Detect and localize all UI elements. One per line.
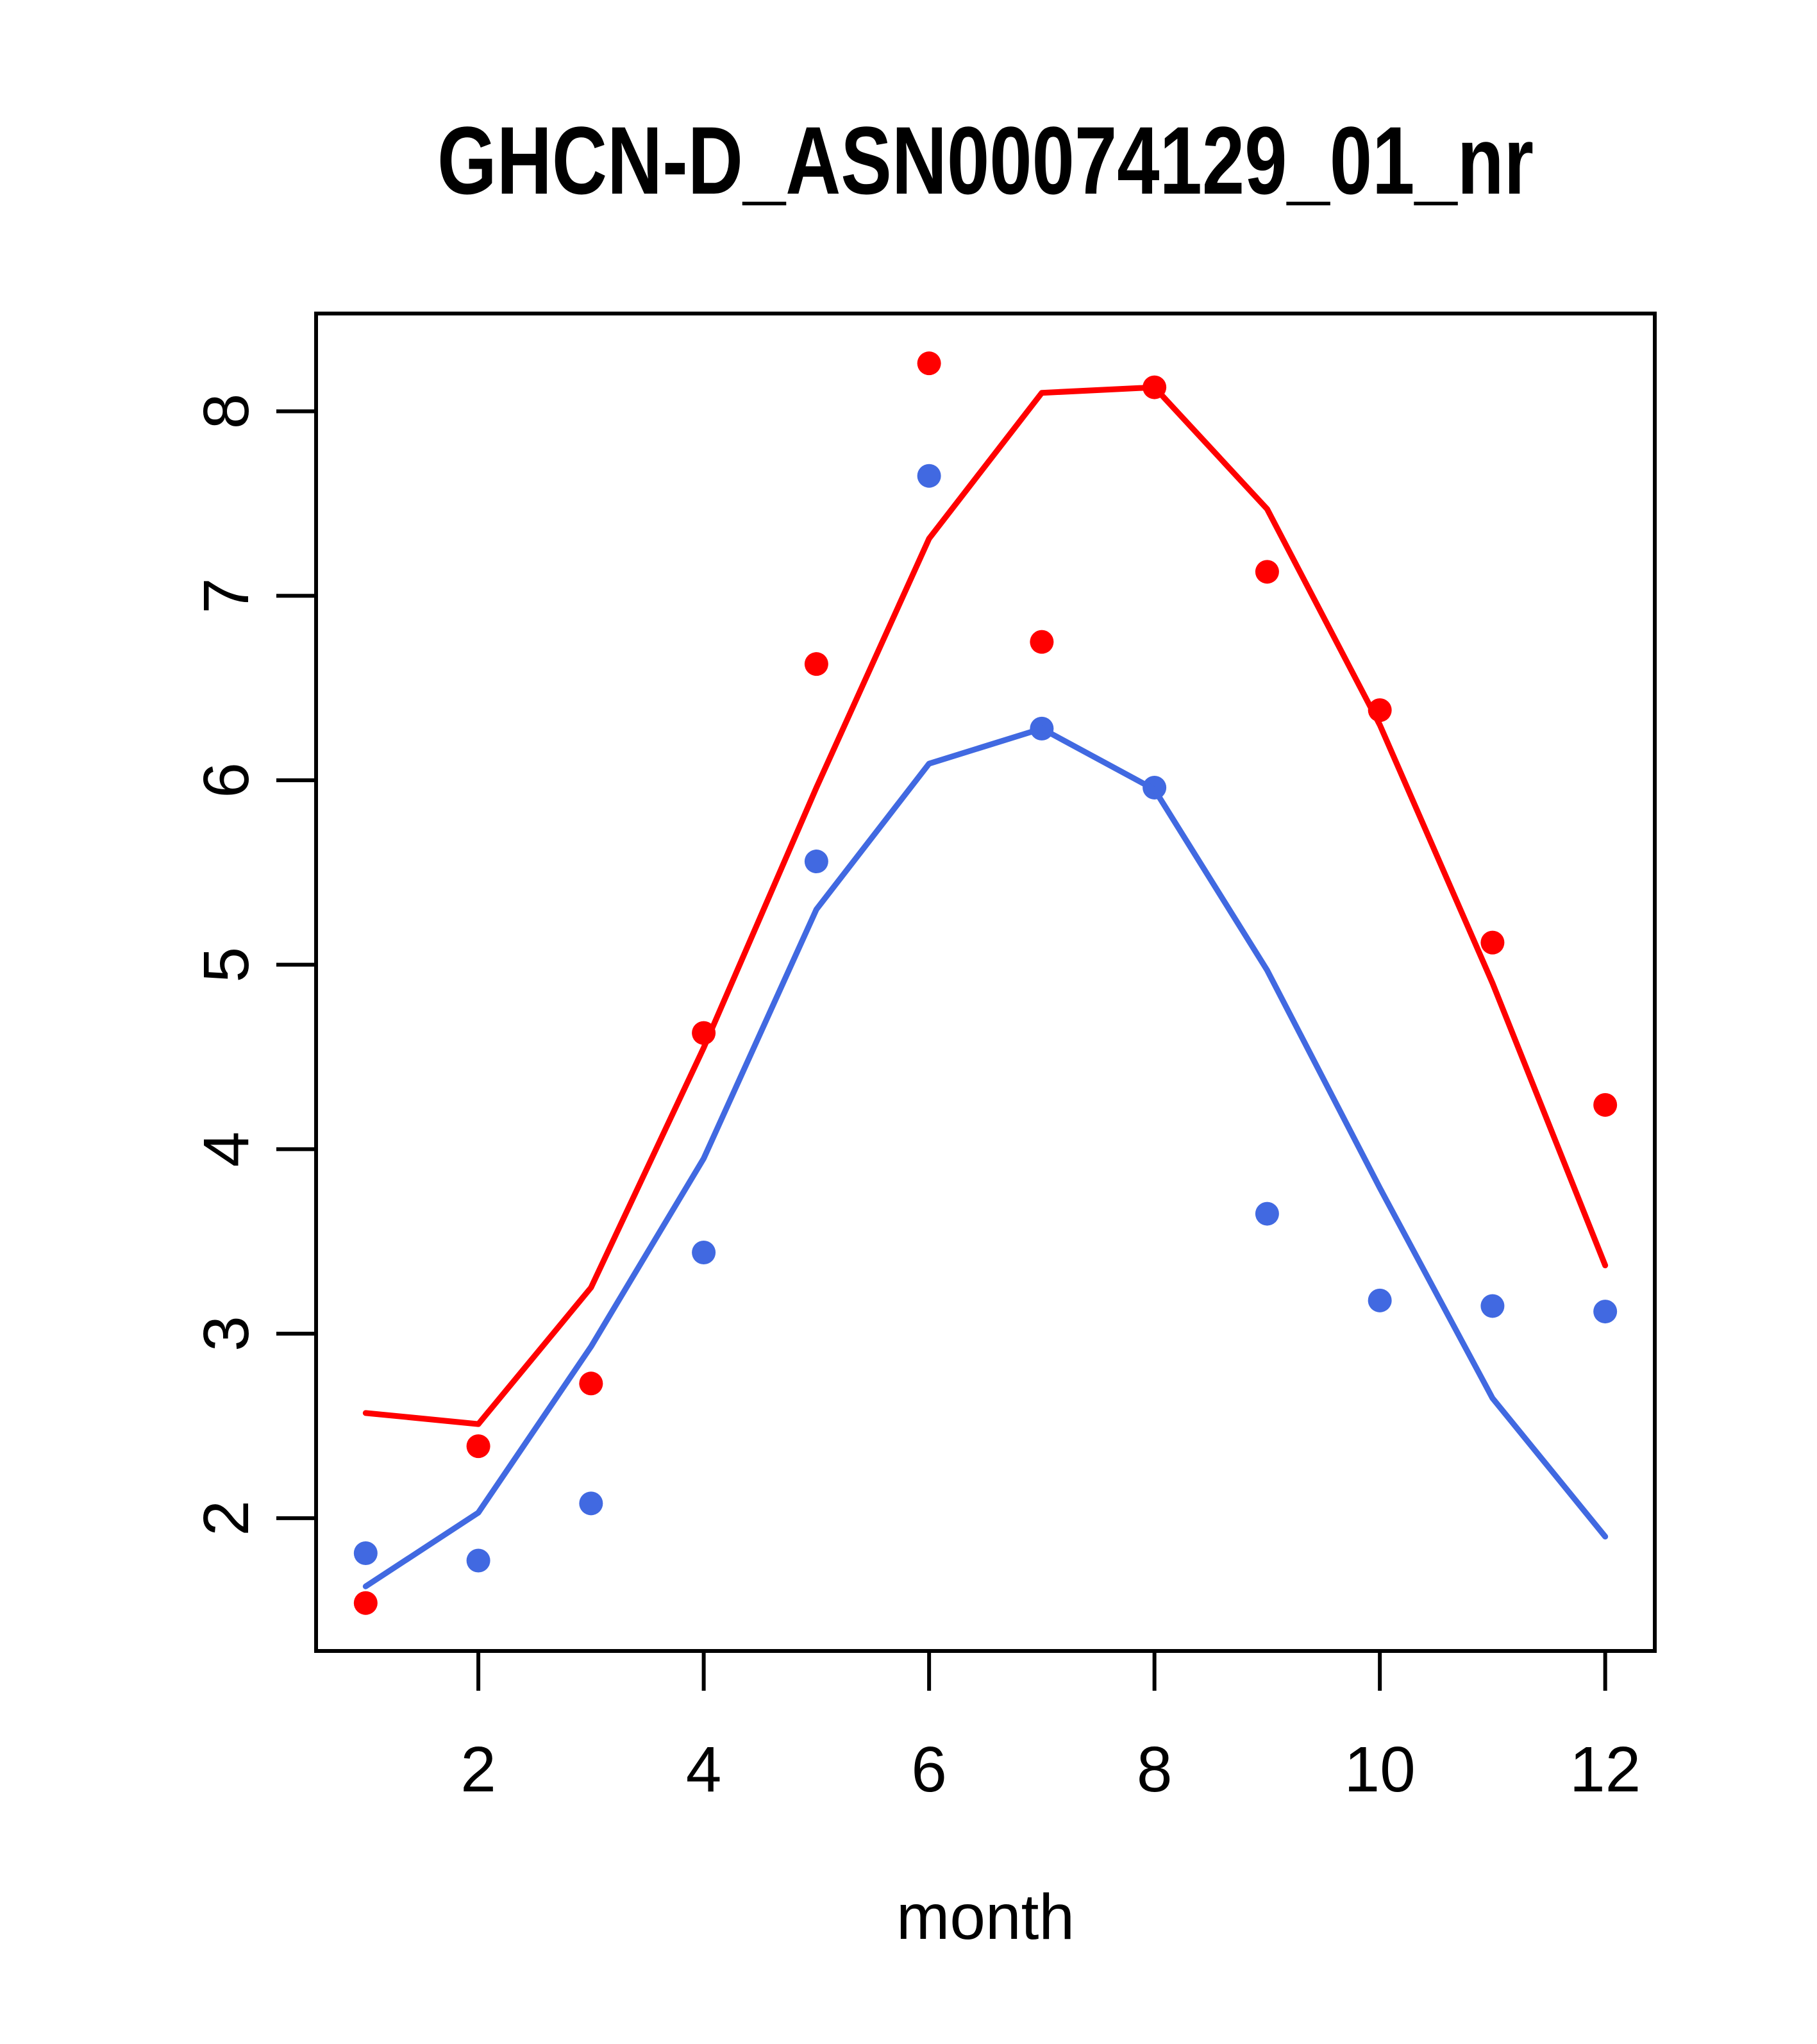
red-data-point [917,351,941,376]
x-tick-label: 10 [1344,1734,1416,1805]
y-tick-label: 4 [190,1132,262,1168]
red-data-point [579,1371,603,1396]
red-data-point [1255,560,1279,584]
red-data-point [1030,630,1054,654]
red-data-point [353,1591,378,1615]
x-tick-label: 2 [460,1734,496,1805]
red-points-series [353,351,1618,1615]
blue-trend-line [362,725,1609,1589]
plot-area: 2 4 6 8 10 12 2 3 4 5 6 7 8 [190,312,1657,1805]
blue-data-point [917,464,941,488]
y-tick-label: 7 [190,578,262,614]
red-data-point [804,652,828,676]
blue-points-series [353,464,1618,1573]
blue-data-point [1368,1288,1392,1312]
red-data-point [466,1434,490,1459]
x-tick-label: 6 [911,1734,947,1805]
y-tick-label: 3 [190,1316,262,1352]
blue-data-point [579,1491,603,1516]
red-data-point [1480,930,1505,955]
red-data-point [1593,1093,1618,1117]
blue-data-point [1480,1294,1505,1318]
plot-box [314,312,1657,1653]
chart-title: GHCN-D_ASN00074129_01_nr [437,106,1534,214]
x-tick-label: 12 [1570,1734,1641,1805]
blue-data-point [692,1241,716,1265]
y-tick-label: 2 [190,1500,262,1536]
x-axis-label: month [896,1881,1075,1953]
red-trend-line [362,384,1609,1427]
blue-data-point [1593,1300,1618,1324]
y-tick-label: 6 [190,762,262,798]
blue-data-point [353,1541,378,1566]
x-tick-label: 4 [686,1734,722,1805]
blue-data-point [1255,1202,1279,1226]
x-tick-label: 8 [1137,1734,1173,1805]
y-tick-label: 5 [190,947,262,983]
blue-data-point [804,850,828,874]
y-tick-label: 8 [190,394,262,430]
blue-data-point [466,1548,490,1573]
